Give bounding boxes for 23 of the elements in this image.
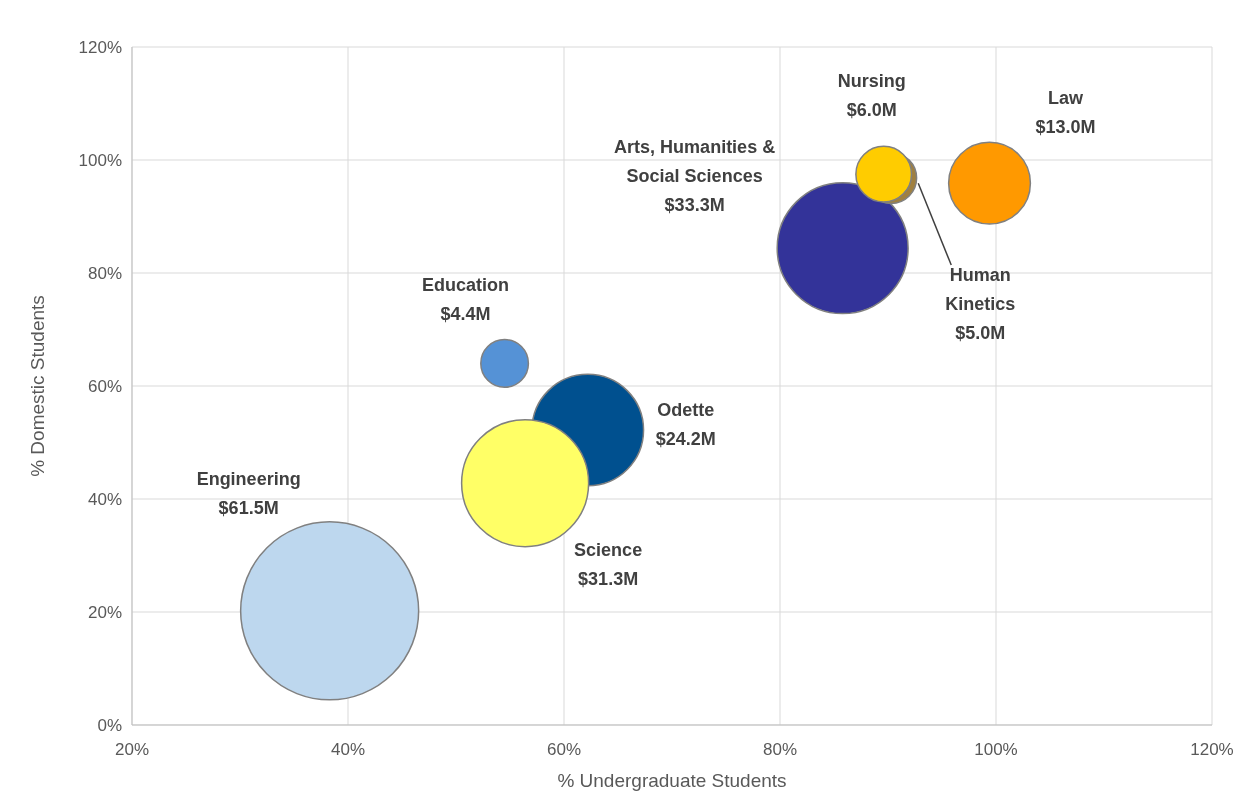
y-tick-label: 60%: [87, 377, 122, 396]
annotation: Nursing $6.0M: [837, 71, 906, 121]
y-tick-label: 0%: [97, 716, 122, 735]
annotation: Odette $24.2M: [655, 400, 716, 450]
y-tick-label: 40%: [87, 490, 122, 509]
annotation: Arts, Humanities & Social Sciences $33.3M: [614, 137, 776, 216]
x-tick-label: 20%: [114, 740, 150, 759]
x-tick-label: 80%: [762, 740, 798, 759]
y-tick-label: 20%: [87, 603, 122, 622]
annotation: Science $31.3M: [574, 540, 643, 590]
y-tick-label: 80%: [87, 264, 122, 283]
x-axis-title: % Undergraduate Students: [557, 770, 787, 791]
annotation: Human Kinetics $5.0M: [945, 265, 1016, 344]
x-tick-label: 100%: [974, 740, 1018, 759]
y-tick-label: 120%: [78, 38, 122, 57]
annotation: Engineering $61.5M: [196, 468, 301, 518]
x-tick-label: 120%: [1190, 740, 1234, 759]
annotation: Education $4.4M: [422, 275, 510, 325]
y-axis-title: % Domestic Students: [27, 295, 48, 477]
annotation: Law $13.0M: [1035, 88, 1096, 138]
x-tick-label: 60%: [546, 740, 582, 759]
x-tick-label: 40%: [330, 740, 366, 759]
y-tick-label: 100%: [78, 151, 122, 170]
